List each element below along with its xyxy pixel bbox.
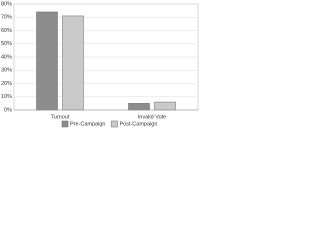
y-tick-label: 50% [1, 41, 12, 47]
y-tick-label: 60% [1, 28, 12, 34]
legend-swatch [61, 120, 69, 128]
legend-label: Pre-Campaign [70, 121, 105, 127]
legend-label: Post-Campaign [119, 121, 157, 127]
legend-swatch [111, 120, 118, 128]
bar [62, 15, 84, 111]
bar [154, 101, 176, 111]
bar [128, 103, 150, 111]
y-tick-label: 20% [1, 81, 12, 87]
y-tick-label: 70% [1, 15, 12, 21]
y-tick-label: 30% [1, 68, 12, 74]
y-tick-label: 80% [1, 1, 12, 7]
y-tick-label: 40% [1, 54, 12, 60]
x-tick-label: Turnout [51, 114, 70, 120]
y-tick-label: 10% [1, 94, 12, 100]
chart: 0% 10% 20% 30% 40% 50% 60% 70% 80% Turnout Invalid… [1, 1, 199, 128]
x-tick-label: Invalid Vote [138, 114, 166, 120]
bar [36, 11, 58, 111]
y-tick-label: 0% [4, 107, 12, 113]
